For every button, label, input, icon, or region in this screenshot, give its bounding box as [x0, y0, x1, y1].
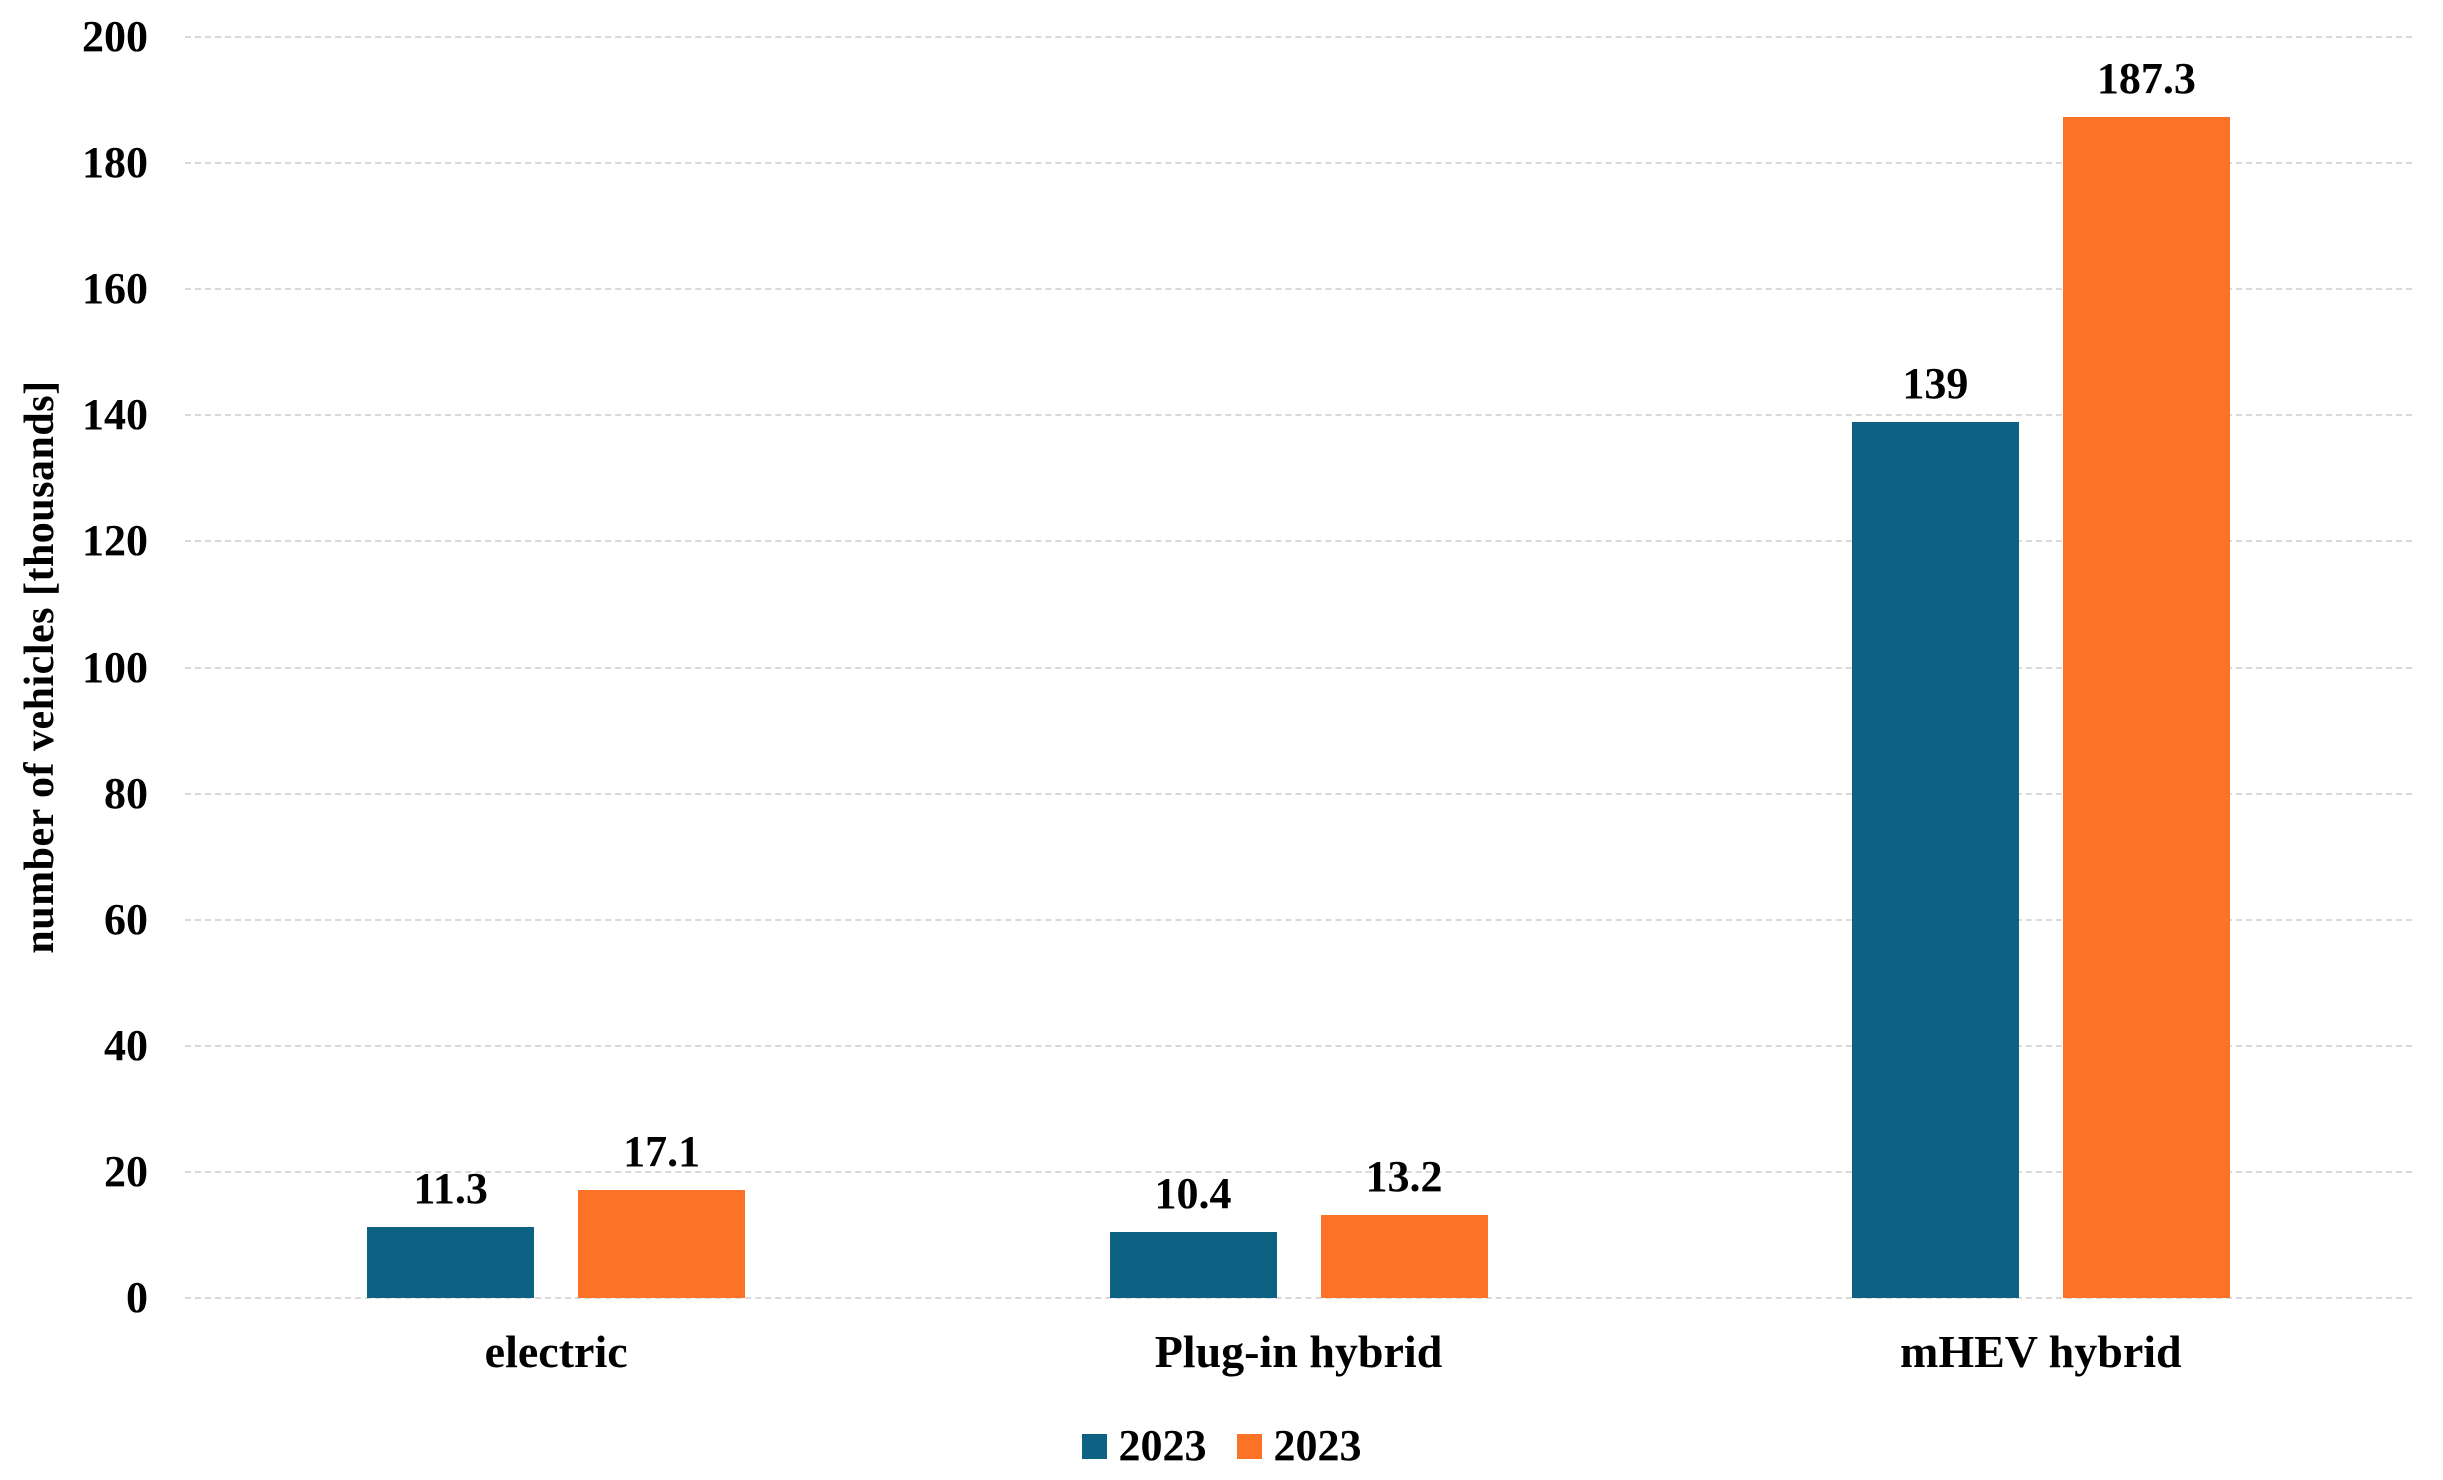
bar-value-label: 11.3	[413, 1163, 488, 1213]
bar-series1-plug-in-hybrid	[1109, 1232, 1277, 1298]
y-tick-label: 20	[104, 1146, 148, 1196]
legend-label: 2023	[1118, 1421, 1207, 1470]
bar-value-label: 10.4	[1154, 1169, 1232, 1219]
gridline	[185, 1170, 2412, 1173]
category-label-electric: electric	[484, 1326, 628, 1377]
bar-series1-electric	[367, 1226, 535, 1298]
legend-label: 2023	[1273, 1421, 1362, 1470]
category-label-plug-in-hybrid: Plug-in hybrid	[1154, 1326, 1443, 1377]
legend-swatch-icon	[1081, 1433, 1107, 1459]
bar-value-label: 13.2	[1365, 1151, 1443, 1201]
bar-value-label: 139	[1902, 358, 1969, 408]
y-tick-label: 160	[82, 264, 148, 314]
y-tick-label: 80	[104, 768, 148, 818]
y-tick-label: 120	[82, 516, 148, 566]
gridline	[185, 1044, 2412, 1047]
bar-value-label: 17.1	[623, 1127, 701, 1177]
gridline	[185, 666, 2412, 669]
bar-series2-mhev-hybrid	[2062, 117, 2230, 1298]
y-tick-label: 100	[82, 642, 148, 692]
legend-item-series2: 2023	[1236, 1421, 1362, 1470]
bar-series1-mhev-hybrid	[1851, 421, 2019, 1298]
gridline	[185, 1297, 2412, 1299]
y-tick-label: 200	[82, 12, 148, 61]
y-tick-label: 140	[82, 390, 148, 440]
bar-series2-electric	[578, 1190, 746, 1298]
gridline	[185, 414, 2412, 417]
category-label-mhev-hybrid: mHEV hybrid	[1900, 1326, 2182, 1377]
y-tick-label: 0	[126, 1273, 148, 1322]
y-tick-label: 60	[104, 894, 148, 944]
gridline	[185, 36, 2412, 38]
gridline	[185, 162, 2412, 165]
gridline	[185, 918, 2412, 921]
y-tick-label: 180	[82, 138, 148, 188]
bar-series2-plug-in-hybrid	[1320, 1214, 1488, 1298]
bar-value-label: 187.3	[2096, 54, 2196, 104]
gridline	[185, 288, 2412, 291]
legend-swatch-icon	[1236, 1433, 1262, 1459]
legend: 2023 2023	[0, 1422, 2443, 1470]
legend-item-series1: 2023	[1081, 1421, 1207, 1470]
gridline	[185, 540, 2412, 543]
y-tick-label: 40	[104, 1020, 148, 1070]
plot-area: 11.3 17.1 10.4 13.2 139 187.3	[185, 36, 2412, 1299]
gridline	[185, 792, 2412, 795]
